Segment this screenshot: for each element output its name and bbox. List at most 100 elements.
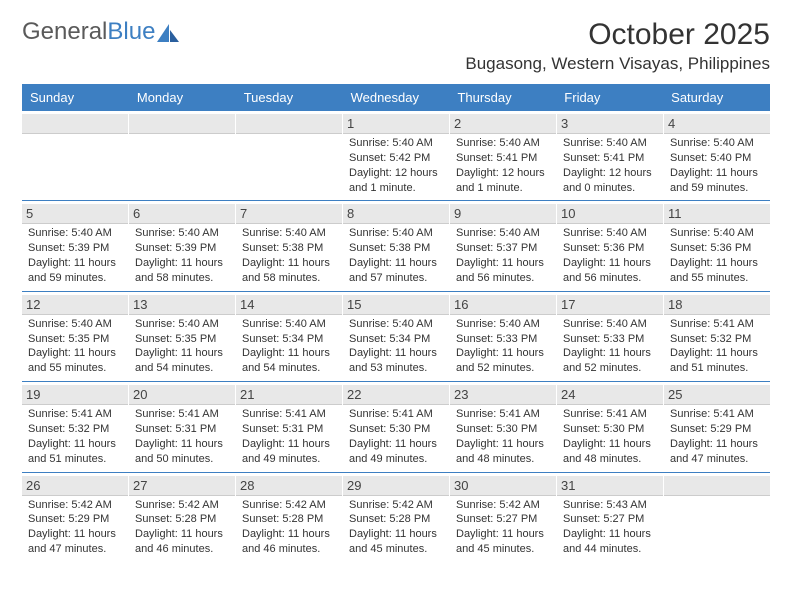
daylight-text: Daylight: 11 hours and 48 minutes. — [456, 437, 550, 467]
day-number: 7 — [236, 204, 342, 224]
day-detail: Sunrise: 5:40 AMSunset: 5:33 PMDaylight:… — [456, 317, 550, 376]
sunset-text: Sunset: 5:33 PM — [563, 332, 657, 347]
day-header-row: Sunday Monday Tuesday Wednesday Thursday… — [22, 84, 770, 111]
sunrise-text: Sunrise: 5:41 AM — [456, 407, 550, 422]
day-number — [664, 476, 770, 496]
day-cell: 20Sunrise: 5:41 AMSunset: 5:31 PMDayligh… — [129, 382, 236, 471]
daylight-text: Daylight: 11 hours and 46 minutes. — [135, 527, 229, 557]
daylight-text: Daylight: 11 hours and 49 minutes. — [242, 437, 336, 467]
daylight-text: Daylight: 11 hours and 46 minutes. — [242, 527, 336, 557]
sunset-text: Sunset: 5:34 PM — [242, 332, 336, 347]
daylight-text: Daylight: 11 hours and 56 minutes. — [563, 256, 657, 286]
day-detail: Sunrise: 5:40 AMSunset: 5:36 PMDaylight:… — [670, 226, 764, 285]
day-number: 16 — [450, 295, 556, 315]
day-number: 4 — [664, 114, 770, 134]
day-cell: 21Sunrise: 5:41 AMSunset: 5:31 PMDayligh… — [236, 382, 343, 471]
daylight-text: Daylight: 11 hours and 58 minutes. — [242, 256, 336, 286]
day-detail: Sunrise: 5:40 AMSunset: 5:37 PMDaylight:… — [456, 226, 550, 285]
title-block: October 2025 Bugasong, Western Visayas, … — [465, 18, 770, 74]
daylight-text: Daylight: 11 hours and 45 minutes. — [349, 527, 443, 557]
day-detail: Sunrise: 5:40 AMSunset: 5:34 PMDaylight:… — [349, 317, 443, 376]
day-detail: Sunrise: 5:40 AMSunset: 5:38 PMDaylight:… — [242, 226, 336, 285]
daylight-text: Daylight: 11 hours and 57 minutes. — [349, 256, 443, 286]
calendar: Sunday Monday Tuesday Wednesday Thursday… — [22, 84, 770, 562]
sunset-text: Sunset: 5:27 PM — [456, 512, 550, 527]
day-number: 3 — [557, 114, 663, 134]
logo: GeneralBlue — [22, 18, 179, 46]
day-number: 8 — [343, 204, 449, 224]
day-header-sat: Saturday — [663, 84, 770, 111]
day-detail: Sunrise: 5:42 AMSunset: 5:28 PMDaylight:… — [135, 498, 229, 557]
sunrise-text: Sunrise: 5:40 AM — [456, 317, 550, 332]
sunrise-text: Sunrise: 5:41 AM — [349, 407, 443, 422]
sunset-text: Sunset: 5:29 PM — [28, 512, 122, 527]
sunrise-text: Sunrise: 5:40 AM — [349, 317, 443, 332]
sunrise-text: Sunrise: 5:40 AM — [28, 226, 122, 241]
sunset-text: Sunset: 5:37 PM — [456, 241, 550, 256]
day-cell: 10Sunrise: 5:40 AMSunset: 5:36 PMDayligh… — [557, 201, 664, 290]
day-cell: 6Sunrise: 5:40 AMSunset: 5:39 PMDaylight… — [129, 201, 236, 290]
day-number: 26 — [22, 476, 128, 496]
sunset-text: Sunset: 5:28 PM — [242, 512, 336, 527]
day-cell: 23Sunrise: 5:41 AMSunset: 5:30 PMDayligh… — [450, 382, 557, 471]
sunrise-text: Sunrise: 5:40 AM — [349, 226, 443, 241]
day-number: 2 — [450, 114, 556, 134]
sunrise-text: Sunrise: 5:42 AM — [28, 498, 122, 513]
daylight-text: Daylight: 12 hours and 1 minute. — [456, 166, 550, 196]
day-number: 5 — [22, 204, 128, 224]
day-cell: 8Sunrise: 5:40 AMSunset: 5:38 PMDaylight… — [343, 201, 450, 290]
day-number — [22, 114, 128, 134]
sunset-text: Sunset: 5:39 PM — [28, 241, 122, 256]
day-detail: Sunrise: 5:40 AMSunset: 5:34 PMDaylight:… — [242, 317, 336, 376]
day-cell: 17Sunrise: 5:40 AMSunset: 5:33 PMDayligh… — [557, 292, 664, 381]
week-row: 1Sunrise: 5:40 AMSunset: 5:42 PMDaylight… — [22, 111, 770, 200]
daylight-text: Daylight: 11 hours and 49 minutes. — [349, 437, 443, 467]
day-detail: Sunrise: 5:40 AMSunset: 5:39 PMDaylight:… — [28, 226, 122, 285]
day-detail: Sunrise: 5:42 AMSunset: 5:28 PMDaylight:… — [242, 498, 336, 557]
sunset-text: Sunset: 5:36 PM — [563, 241, 657, 256]
daylight-text: Daylight: 11 hours and 51 minutes. — [28, 437, 122, 467]
day-number: 11 — [664, 204, 770, 224]
day-cell — [129, 111, 236, 200]
sunset-text: Sunset: 5:33 PM — [456, 332, 550, 347]
logo-sail-icon — [157, 24, 179, 42]
sunset-text: Sunset: 5:29 PM — [670, 422, 764, 437]
day-number — [129, 114, 235, 134]
sunrise-text: Sunrise: 5:40 AM — [563, 136, 657, 151]
day-number: 31 — [557, 476, 663, 496]
sunset-text: Sunset: 5:31 PM — [242, 422, 336, 437]
day-cell: 14Sunrise: 5:40 AMSunset: 5:34 PMDayligh… — [236, 292, 343, 381]
day-number: 24 — [557, 385, 663, 405]
sunrise-text: Sunrise: 5:41 AM — [670, 317, 764, 332]
day-cell: 29Sunrise: 5:42 AMSunset: 5:28 PMDayligh… — [343, 473, 450, 562]
sunset-text: Sunset: 5:39 PM — [135, 241, 229, 256]
day-detail: Sunrise: 5:40 AMSunset: 5:42 PMDaylight:… — [349, 136, 443, 195]
day-detail: Sunrise: 5:40 AMSunset: 5:35 PMDaylight:… — [135, 317, 229, 376]
day-header-fri: Friday — [556, 84, 663, 111]
daylight-text: Daylight: 11 hours and 47 minutes. — [670, 437, 764, 467]
sunrise-text: Sunrise: 5:40 AM — [670, 136, 764, 151]
day-cell: 13Sunrise: 5:40 AMSunset: 5:35 PMDayligh… — [129, 292, 236, 381]
sunset-text: Sunset: 5:35 PM — [135, 332, 229, 347]
daylight-text: Daylight: 11 hours and 52 minutes. — [563, 346, 657, 376]
day-cell — [236, 111, 343, 200]
daylight-text: Daylight: 11 hours and 51 minutes. — [670, 346, 764, 376]
day-number: 20 — [129, 385, 235, 405]
day-cell: 26Sunrise: 5:42 AMSunset: 5:29 PMDayligh… — [22, 473, 129, 562]
sunrise-text: Sunrise: 5:42 AM — [456, 498, 550, 513]
day-number — [236, 114, 342, 134]
daylight-text: Daylight: 11 hours and 55 minutes. — [670, 256, 764, 286]
day-detail: Sunrise: 5:43 AMSunset: 5:27 PMDaylight:… — [563, 498, 657, 557]
day-cell: 25Sunrise: 5:41 AMSunset: 5:29 PMDayligh… — [664, 382, 770, 471]
sunset-text: Sunset: 5:30 PM — [456, 422, 550, 437]
day-cell: 12Sunrise: 5:40 AMSunset: 5:35 PMDayligh… — [22, 292, 129, 381]
daylight-text: Daylight: 11 hours and 48 minutes. — [563, 437, 657, 467]
day-number: 18 — [664, 295, 770, 315]
day-detail: Sunrise: 5:40 AMSunset: 5:39 PMDaylight:… — [135, 226, 229, 285]
day-cell: 18Sunrise: 5:41 AMSunset: 5:32 PMDayligh… — [664, 292, 770, 381]
day-cell: 2Sunrise: 5:40 AMSunset: 5:41 PMDaylight… — [450, 111, 557, 200]
sunrise-text: Sunrise: 5:40 AM — [28, 317, 122, 332]
day-detail: Sunrise: 5:41 AMSunset: 5:30 PMDaylight:… — [456, 407, 550, 466]
sunset-text: Sunset: 5:27 PM — [563, 512, 657, 527]
sunset-text: Sunset: 5:40 PM — [670, 151, 764, 166]
